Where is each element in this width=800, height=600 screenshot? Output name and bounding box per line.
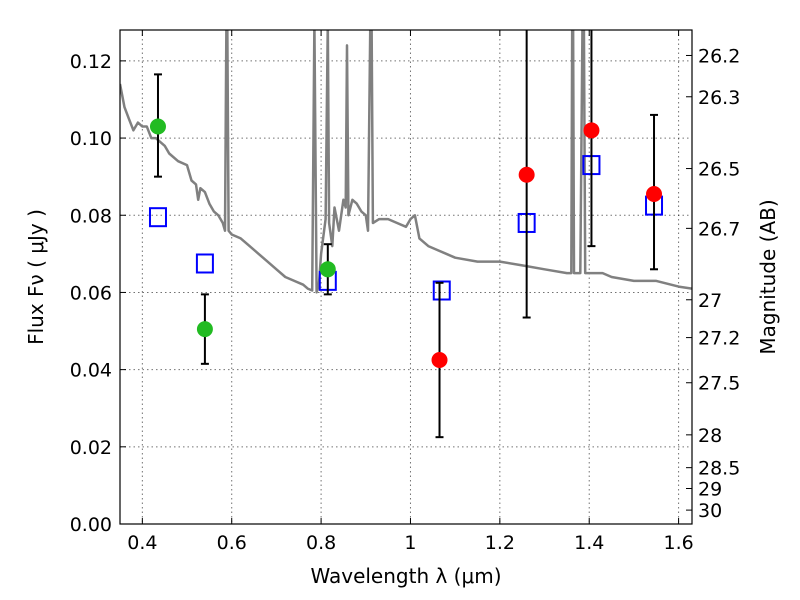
observed-point-green: [319, 261, 336, 278]
right-tick-label: 30: [698, 500, 722, 522]
y-tick-label: 0.02: [70, 437, 112, 459]
model-spectrum-line: [120, 30, 692, 294]
plot-frame: [119, 29, 693, 525]
y-tick-label: 0.10: [70, 128, 112, 150]
x-tick-label: 1.6: [663, 532, 693, 554]
x-tick-label: 0.4: [127, 532, 157, 554]
observed-point-green: [149, 118, 166, 135]
model-photometry-point: [432, 280, 451, 301]
observed-point-red: [431, 351, 448, 368]
right-tick-label: 27.5: [698, 373, 740, 395]
y-tick-label: 0.08: [70, 205, 112, 227]
model-photometry-point: [148, 207, 167, 228]
observed-point-green: [196, 321, 213, 338]
y-axis-title-right: Magnitude (AB): [756, 199, 780, 354]
x-tick-label: 1: [404, 532, 416, 554]
x-tick-label: 0.8: [306, 532, 336, 554]
y-tick-label: 0.00: [70, 514, 112, 536]
markers: [148, 30, 664, 439]
ticks: 0.4 0.6 0.8 1 1.2 1.4 1.6 0.00 0.02 0.04 0.06 0.08 0…: [70, 30, 740, 554]
y-axis-title-left: Flux Fν ( μJy ): [24, 209, 48, 345]
plot-area: [120, 30, 692, 294]
y-tick-label: 0.12: [70, 51, 112, 73]
right-tick-label: 27.2: [698, 328, 740, 350]
right-tick-label: 26.7: [698, 218, 740, 240]
y-tick-label: 0.06: [70, 282, 112, 304]
right-tick-label: 28.5: [698, 458, 740, 480]
x-tick-label: 1.4: [574, 532, 604, 554]
right-tick-label: 27: [698, 290, 722, 312]
plot-background: [120, 30, 692, 524]
observed-point-red: [518, 166, 535, 183]
model-photometry-point: [195, 253, 214, 274]
y-tick-label: 0.04: [70, 360, 112, 382]
x-tick-label: 0.6: [217, 532, 247, 554]
right-tick-label: 26.5: [698, 159, 740, 181]
right-tick-label: 28: [698, 425, 722, 447]
observed-point-red: [646, 186, 663, 203]
observed-point-red: [583, 122, 600, 139]
x-tick-label: 1.2: [485, 532, 515, 554]
right-tick-label: 29: [698, 478, 722, 500]
right-tick-label: 26.2: [698, 45, 740, 67]
right-tick-label: 26.3: [698, 87, 740, 109]
x-axis-title: Wavelength λ (μm): [310, 564, 501, 588]
